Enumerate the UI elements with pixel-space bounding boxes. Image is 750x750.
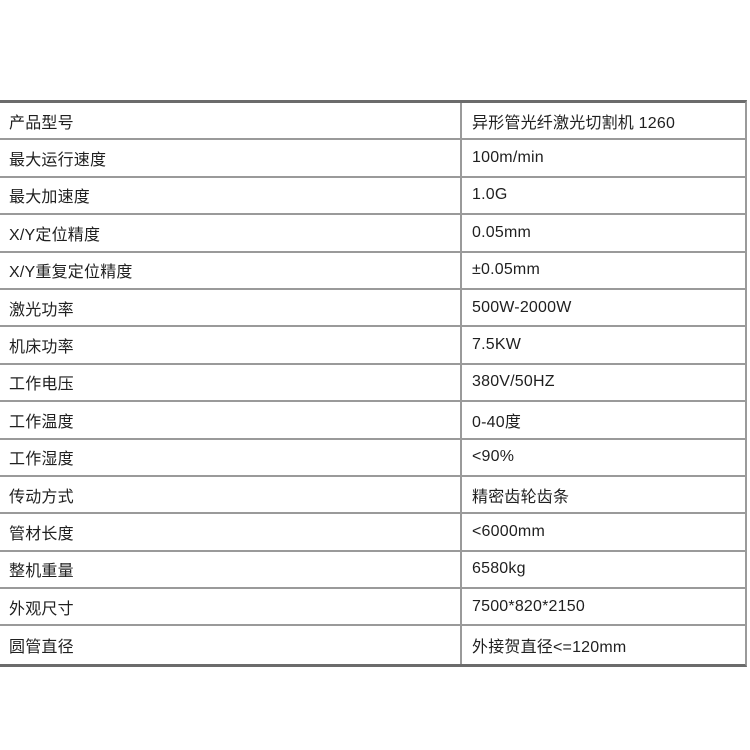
spec-label: 最大加速度	[9, 189, 91, 207]
spec-label: 管材长度	[9, 525, 74, 543]
table-row: 工作温度 0-40度	[0, 402, 745, 440]
spec-label: 最大运行速度	[9, 152, 107, 170]
spec-label-cell: 最大加速度	[0, 177, 462, 214]
spec-value: 0-40度	[472, 413, 522, 431]
spec-value-cell: <90%	[462, 440, 745, 475]
spec-label: 产品型号	[9, 114, 74, 132]
table-row: X/Y重复定位精度 ±0.05mm	[0, 252, 745, 290]
spec-label-cell: 工作温度	[0, 402, 462, 438]
spec-value-cell: 1.0G	[462, 178, 745, 213]
spec-label-cell: 工作湿度	[0, 439, 462, 475]
spec-value-cell: 外接贺直径<=120mm	[462, 626, 745, 663]
table-row: 管材长度 <6000mm	[0, 514, 745, 552]
table-row: 激光功率 500W-2000W	[0, 289, 745, 328]
spec-value: 7.5KW	[472, 336, 522, 354]
spec-value: <90%	[472, 448, 515, 466]
spec-label: 机床功率	[9, 339, 74, 357]
table-row: 工作湿度 <90%	[0, 439, 745, 477]
table-row: 最大加速度 1.0G	[0, 177, 745, 216]
spec-label-cell: 工作电压	[0, 364, 462, 401]
spec-label: 工作湿度	[9, 451, 74, 469]
spec-label-cell: X/Y定位精度	[0, 215, 462, 251]
table-row: X/Y定位精度 0.05mm	[0, 215, 745, 253]
table-row: 最大运行速度 100m/min	[0, 140, 745, 178]
spec-value-cell: 7.5KW	[462, 327, 745, 362]
spec-value: ±0.05mm	[472, 261, 540, 279]
table-row: 整机重量 6580kg	[0, 551, 745, 590]
spec-label: X/Y重复定位精度	[9, 264, 133, 282]
spec-value-cell: 异形管光纤激光切割机 1260	[462, 103, 745, 138]
spec-label: 外观尺寸	[9, 600, 74, 618]
product-spec-table: 产品型号 异形管光纤激光切割机 1260 最大运行速度 100m/min 最大加…	[0, 100, 747, 667]
table-row: 产品型号 异形管光纤激光切割机 1260	[0, 103, 745, 141]
table-row: 外观尺寸 7500*820*2150	[0, 589, 745, 627]
spec-label-cell: X/Y重复定位精度	[0, 252, 462, 288]
table-row: 工作电压 380V/50HZ	[0, 364, 745, 403]
spec-label-cell: 产品型号	[0, 103, 462, 139]
spec-value: 1.0G	[472, 186, 508, 204]
spec-value-cell: <6000mm	[462, 514, 745, 549]
spec-label: 工作温度	[9, 413, 74, 431]
spec-label: 激光功率	[9, 301, 74, 319]
spec-label-cell: 传动方式	[0, 476, 462, 513]
spec-value: <6000mm	[472, 522, 545, 540]
spec-label: 圆管直径	[9, 639, 74, 657]
table-row: 圆管直径 外接贺直径<=120mm	[0, 626, 745, 664]
spec-label: X/Y定位精度	[9, 226, 101, 244]
spec-value: 100m/min	[472, 149, 544, 167]
spec-value-cell: 7500*820*2150	[462, 589, 745, 624]
spec-value: 380V/50HZ	[472, 373, 555, 391]
spec-label: 工作电压	[9, 376, 74, 394]
spec-label-cell: 机床功率	[0, 327, 462, 363]
spec-value-cell: 380V/50HZ	[462, 365, 745, 400]
spec-value-cell: 0-40度	[462, 402, 745, 437]
spec-value-cell: 0.05mm	[462, 215, 745, 250]
spec-value: 0.05mm	[472, 223, 531, 241]
spec-value-cell: 500W-2000W	[462, 290, 745, 325]
spec-label-cell: 整机重量	[0, 551, 462, 588]
spec-value-cell: 100m/min	[462, 140, 745, 175]
spec-label: 传动方式	[9, 488, 74, 506]
spec-label-cell: 激光功率	[0, 289, 462, 326]
table-row: 传动方式 精密齿轮齿条	[0, 476, 745, 515]
spec-value: 外接贺直径<=120mm	[472, 639, 627, 657]
spec-value-cell: 6580kg	[462, 552, 745, 587]
spec-value-cell: 精密齿轮齿条	[462, 477, 745, 512]
spec-label-cell: 外观尺寸	[0, 589, 462, 625]
spec-label-cell: 圆管直径	[0, 626, 462, 664]
spec-label-cell: 管材长度	[0, 514, 462, 550]
spec-value: 异形管光纤激光切割机 1260	[472, 114, 676, 132]
spec-label-cell: 最大运行速度	[0, 140, 462, 176]
spec-value: 精密齿轮齿条	[472, 488, 570, 506]
spec-label: 整机重量	[9, 563, 74, 581]
table-row: 机床功率 7.5KW	[0, 327, 745, 365]
spec-value-cell: ±0.05mm	[462, 253, 745, 288]
spec-value: 6580kg	[472, 560, 526, 578]
spec-value: 7500*820*2150	[472, 597, 585, 615]
spec-value: 500W-2000W	[472, 298, 572, 316]
